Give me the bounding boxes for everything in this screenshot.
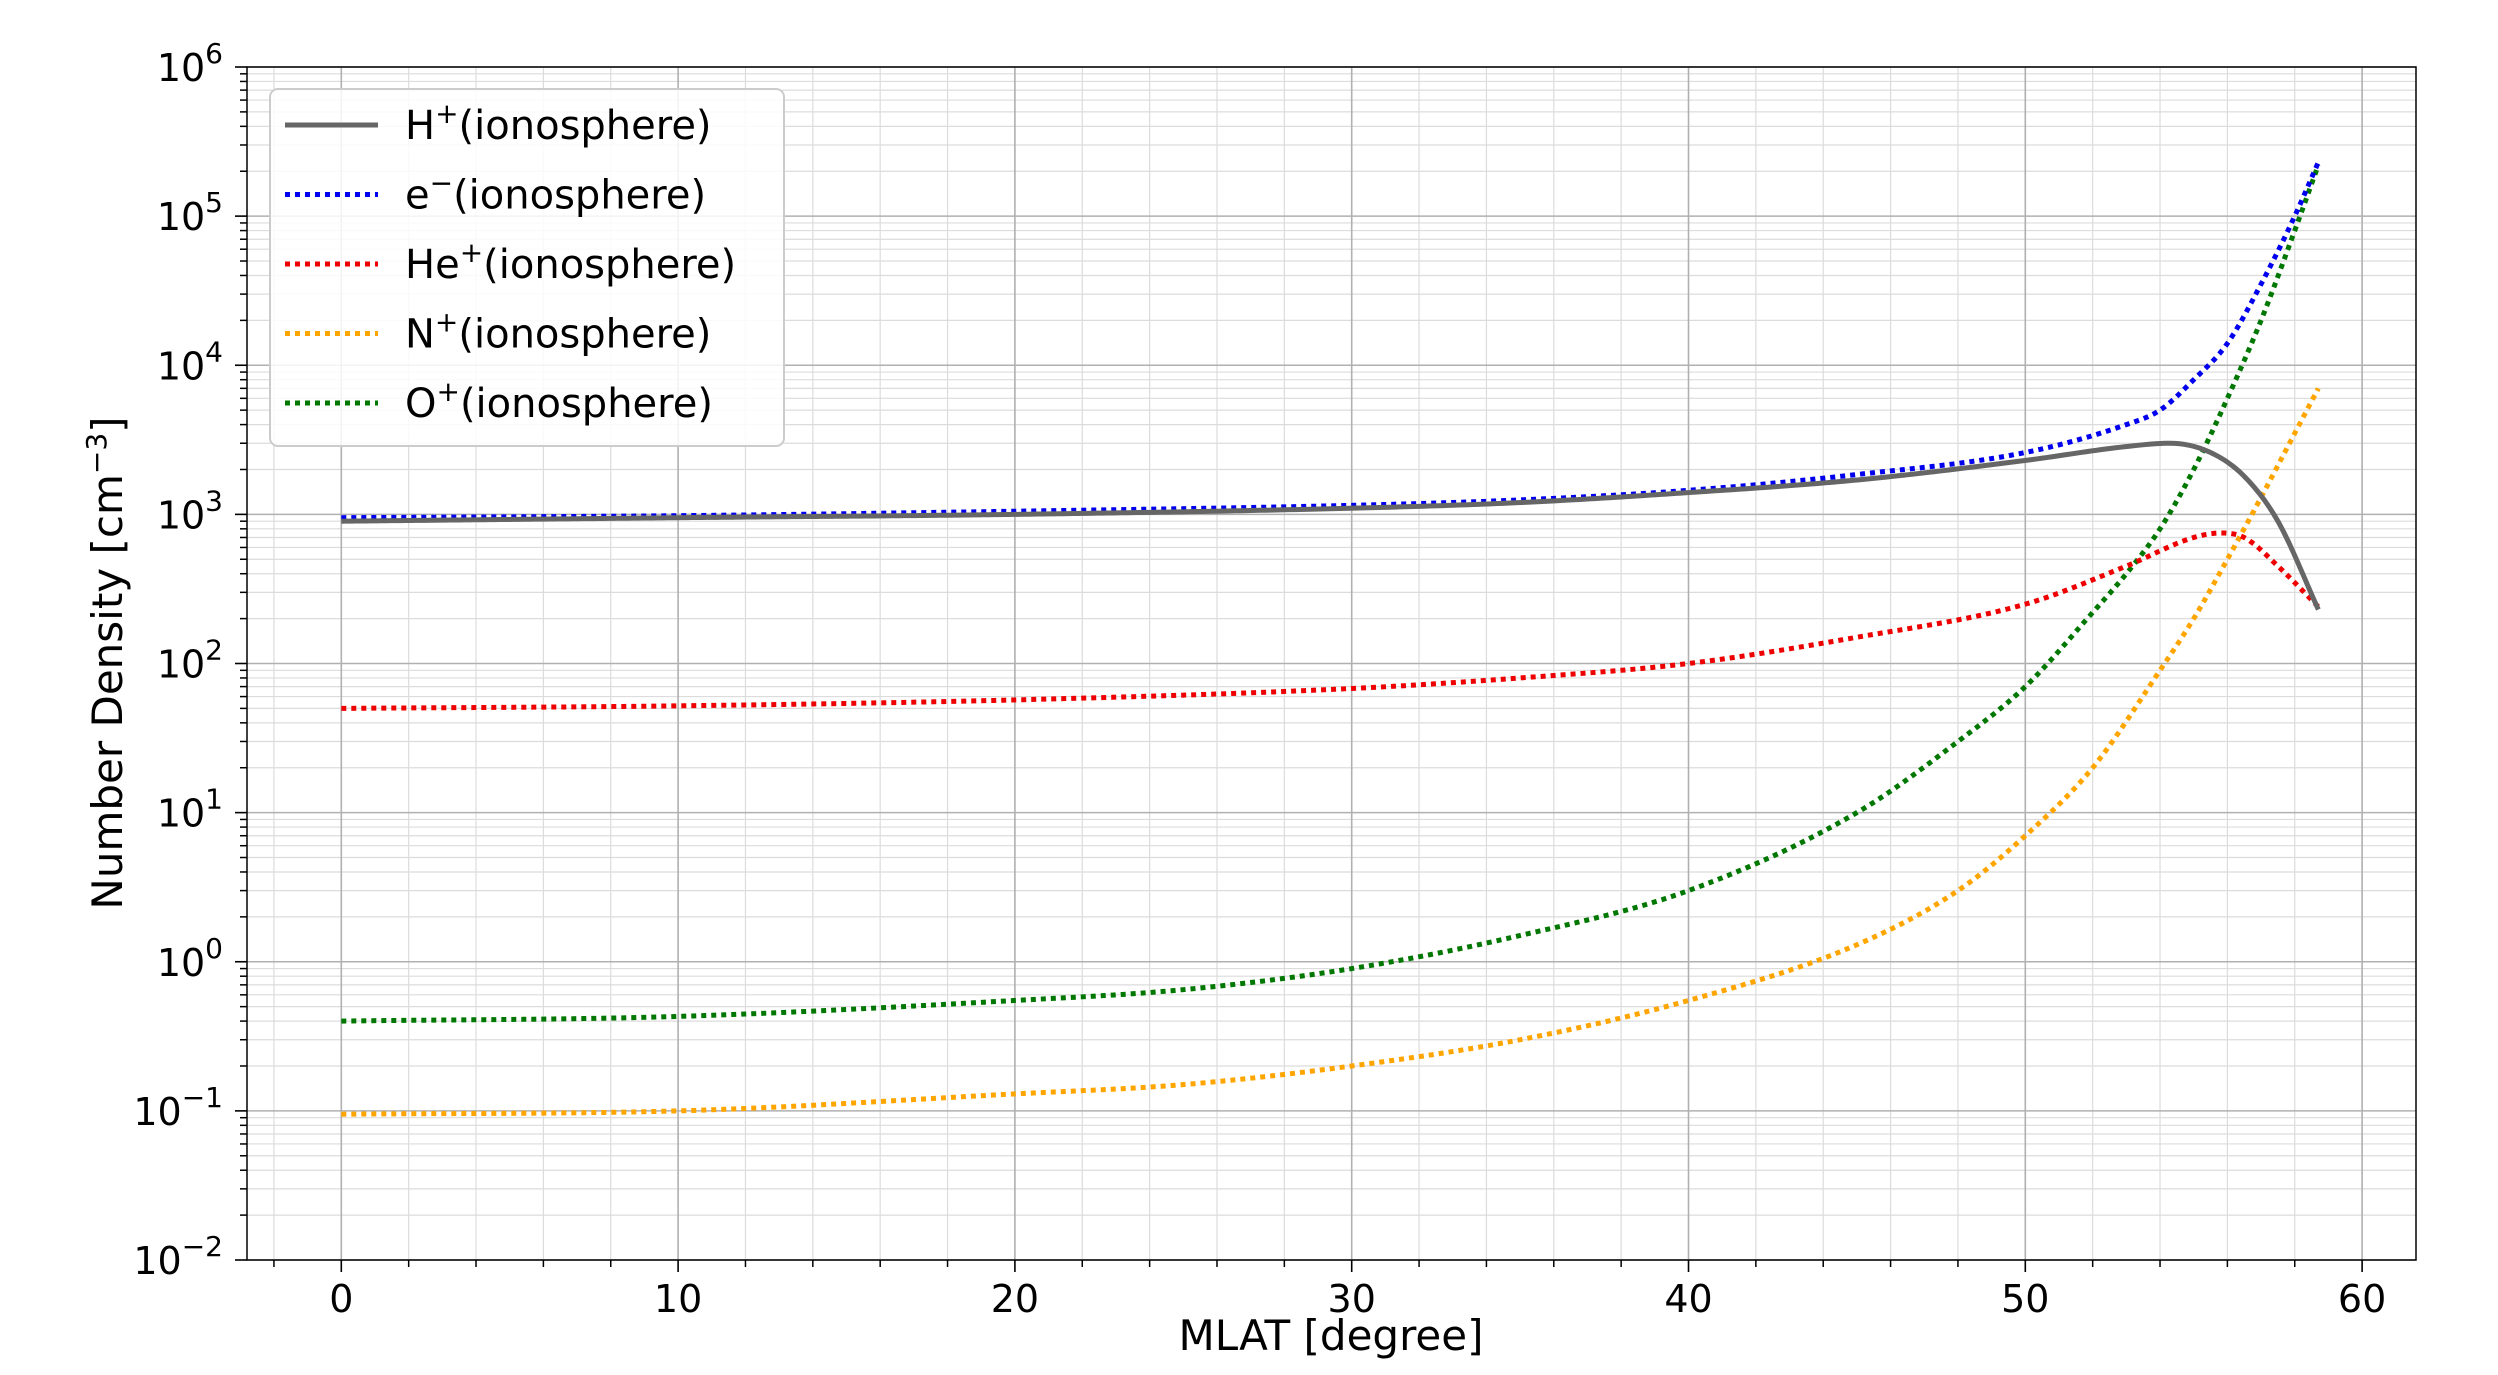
y-tick-labels: 10−2 10−1 100 101 102 103 104 105 106 bbox=[133, 37, 223, 1283]
y-axis-label-main: Number Density [cm bbox=[83, 474, 132, 909]
y-tick-label: 101 bbox=[157, 783, 223, 836]
y-tick-label: 102 bbox=[157, 634, 223, 687]
x-tick-label: 60 bbox=[2338, 1277, 2386, 1321]
y-tick-label: 100 bbox=[157, 932, 223, 985]
legend: H+(ionosphere) e−(ionosphere) He+(ionosphe… bbox=[269, 88, 785, 447]
y-axis-label: Number Density [cm−3] bbox=[80, 416, 132, 909]
y-tick-label: 105 bbox=[157, 186, 223, 239]
series-line-3 bbox=[341, 387, 2321, 1117]
legend-box bbox=[269, 88, 785, 447]
y-axis-label-sup: −3 bbox=[80, 433, 113, 474]
series-line-2 bbox=[341, 530, 2321, 711]
x-tick-label: 20 bbox=[991, 1277, 1039, 1321]
axis-ticks bbox=[235, 66, 2363, 1272]
y-axis-label-close: ] bbox=[83, 416, 132, 432]
legend-label-1: e−(ionosphere) bbox=[405, 167, 706, 219]
legend-label-2: He+(ionosphere) bbox=[405, 236, 736, 288]
y-tick-label: 10−1 bbox=[133, 1081, 223, 1134]
x-tick-label: 10 bbox=[654, 1277, 702, 1321]
x-tick-label: 40 bbox=[1664, 1277, 1712, 1321]
series-line-4 bbox=[341, 164, 2321, 1024]
x-tick-label: 30 bbox=[1328, 1277, 1376, 1321]
legend-label-3: N+(ionosphere) bbox=[405, 306, 711, 358]
plot-series bbox=[341, 161, 2321, 1117]
x-tick-label: 50 bbox=[2001, 1277, 2049, 1321]
x-axis-label: MLAT [degree] bbox=[1178, 1311, 1483, 1360]
legend-label-4: O+(ionosphere) bbox=[405, 375, 713, 427]
series-line-0 bbox=[341, 440, 2321, 611]
x-tick-labels: 0 10 20 30 40 50 60 bbox=[329, 1277, 2386, 1321]
y-tick-label: 106 bbox=[157, 37, 223, 90]
legend-label-0: H+(ionosphere) bbox=[405, 97, 712, 149]
y-tick-label: 10−2 bbox=[133, 1230, 223, 1283]
y-tick-label: 103 bbox=[157, 484, 223, 537]
y-tick-label: 104 bbox=[157, 335, 223, 388]
x-tick-label: 0 bbox=[329, 1277, 353, 1321]
